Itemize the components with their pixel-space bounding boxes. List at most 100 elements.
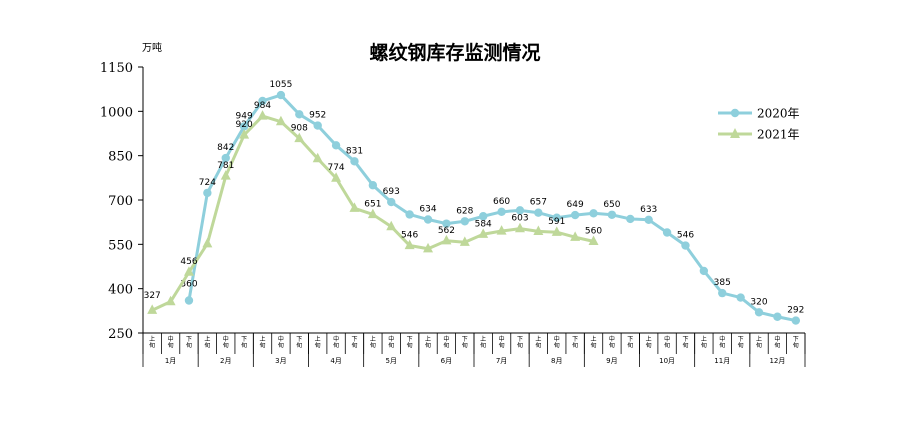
y-tick-label: 250 [108, 327, 133, 342]
data-point [203, 188, 212, 198]
axes: 25040055070085010001150上旬中旬下旬上旬中旬下旬上旬中旬下… [100, 61, 806, 367]
data-label: 292 [787, 306, 804, 316]
x-month-label: 11月 [714, 357, 730, 365]
legend-item: 2020年 [718, 107, 800, 121]
x-period-label: 旬 [701, 342, 707, 350]
x-period-label: 旬 [425, 342, 431, 350]
x-period-label: 上 [646, 335, 652, 343]
data-point [662, 228, 672, 237]
data-point [350, 157, 359, 166]
x-period-label: 旬 [296, 342, 302, 350]
x-period-label: 中 [719, 335, 725, 343]
data-point [570, 231, 581, 241]
data-label: 456 [180, 257, 197, 267]
data-point [258, 96, 267, 106]
x-period-label: 上 [370, 335, 376, 343]
data-point [368, 181, 378, 190]
data-point [275, 115, 286, 126]
x-period-label: 下 [241, 336, 247, 343]
y-axis-unit: 万吨 [142, 41, 162, 54]
x-period-label: 中 [333, 335, 339, 343]
chart-title: 螺纹钢库存监测情况 [369, 41, 540, 64]
data-point [331, 141, 341, 150]
data-label: 591 [548, 217, 565, 227]
data-label: 633 [640, 205, 657, 215]
data-label: 657 [530, 198, 547, 208]
data-point [570, 210, 580, 220]
data-label: 724 [199, 178, 216, 188]
x-period-label: 下 [407, 336, 413, 343]
x-period-label: 上 [591, 335, 597, 343]
x-period-label: 中 [609, 335, 615, 343]
x-period-label: 中 [388, 335, 394, 343]
x-month-label: 1月 [165, 357, 176, 365]
x-period-label: 旬 [480, 342, 486, 350]
x-period-label: 旬 [241, 342, 247, 350]
x-period-label: 下 [682, 336, 688, 343]
x-period-label: 下 [517, 336, 523, 343]
data-point [441, 234, 452, 245]
data-label: 584 [475, 219, 492, 229]
data-label: 1055 [269, 80, 292, 90]
data-point [589, 209, 598, 218]
data-label: 562 [438, 226, 455, 236]
x-period-label: 旬 [370, 342, 376, 350]
x-period-label: 下 [351, 336, 357, 343]
y-tick-label: 1150 [100, 61, 133, 76]
x-period-label: 下 [793, 336, 799, 343]
data-point [331, 172, 342, 182]
series-1: 360 724 842 949 1055 952 831 693 634 628 660 657 649… [180, 80, 804, 325]
x-period-label: 中 [168, 335, 174, 343]
data-label: 660 [493, 197, 510, 207]
data-point [165, 295, 176, 306]
data-point [497, 207, 506, 217]
data-point [607, 210, 617, 219]
x-period-label: 旬 [204, 342, 210, 350]
legend: 2020年 2021年 [718, 107, 800, 142]
x-month-label: 8月 [551, 357, 562, 365]
data-point [257, 110, 268, 120]
series-line [187, 93, 797, 323]
legend-marker [730, 128, 740, 138]
y-tick-label: 850 [108, 150, 133, 165]
legend-label: 2021年 [757, 128, 800, 142]
data-label: 693 [383, 187, 400, 197]
x-period-label: 上 [701, 335, 707, 343]
x-month-label: 3月 [275, 357, 286, 365]
x-period-label: 旬 [535, 342, 541, 350]
data-point [404, 239, 415, 250]
data-label: 774 [327, 163, 344, 173]
x-period-label: 旬 [186, 342, 192, 350]
data-label: 320 [750, 297, 767, 307]
data-point [423, 215, 433, 224]
data-point [551, 226, 562, 236]
data-point [442, 219, 451, 228]
data-label: 920 [236, 120, 253, 130]
data-point [294, 132, 305, 143]
data-point [276, 90, 286, 100]
x-period-label: 上 [535, 335, 541, 343]
data-point [515, 206, 525, 215]
y-tick-label: 550 [108, 238, 133, 253]
data-label: 908 [291, 124, 308, 134]
x-period-label: 旬 [738, 342, 744, 350]
data-label: 952 [309, 111, 326, 121]
x-period-label: 下 [627, 336, 633, 343]
x-period-label: 上 [425, 335, 431, 343]
x-period-label: 中 [499, 335, 505, 343]
data-label: 649 [567, 200, 584, 210]
x-period-label: 上 [315, 335, 321, 343]
data-point [514, 222, 525, 233]
x-period-label: 中 [774, 335, 780, 343]
data-point [534, 208, 543, 217]
x-period-label: 旬 [793, 342, 799, 350]
y-tick-label: 400 [108, 283, 133, 298]
x-period-label: 旬 [646, 342, 652, 350]
x-period-label: 旬 [572, 342, 578, 350]
x-month-label: 12月 [769, 357, 785, 365]
x-period-label: 上 [149, 335, 155, 343]
x-period-label: 旬 [223, 342, 229, 350]
data-point [295, 110, 304, 119]
